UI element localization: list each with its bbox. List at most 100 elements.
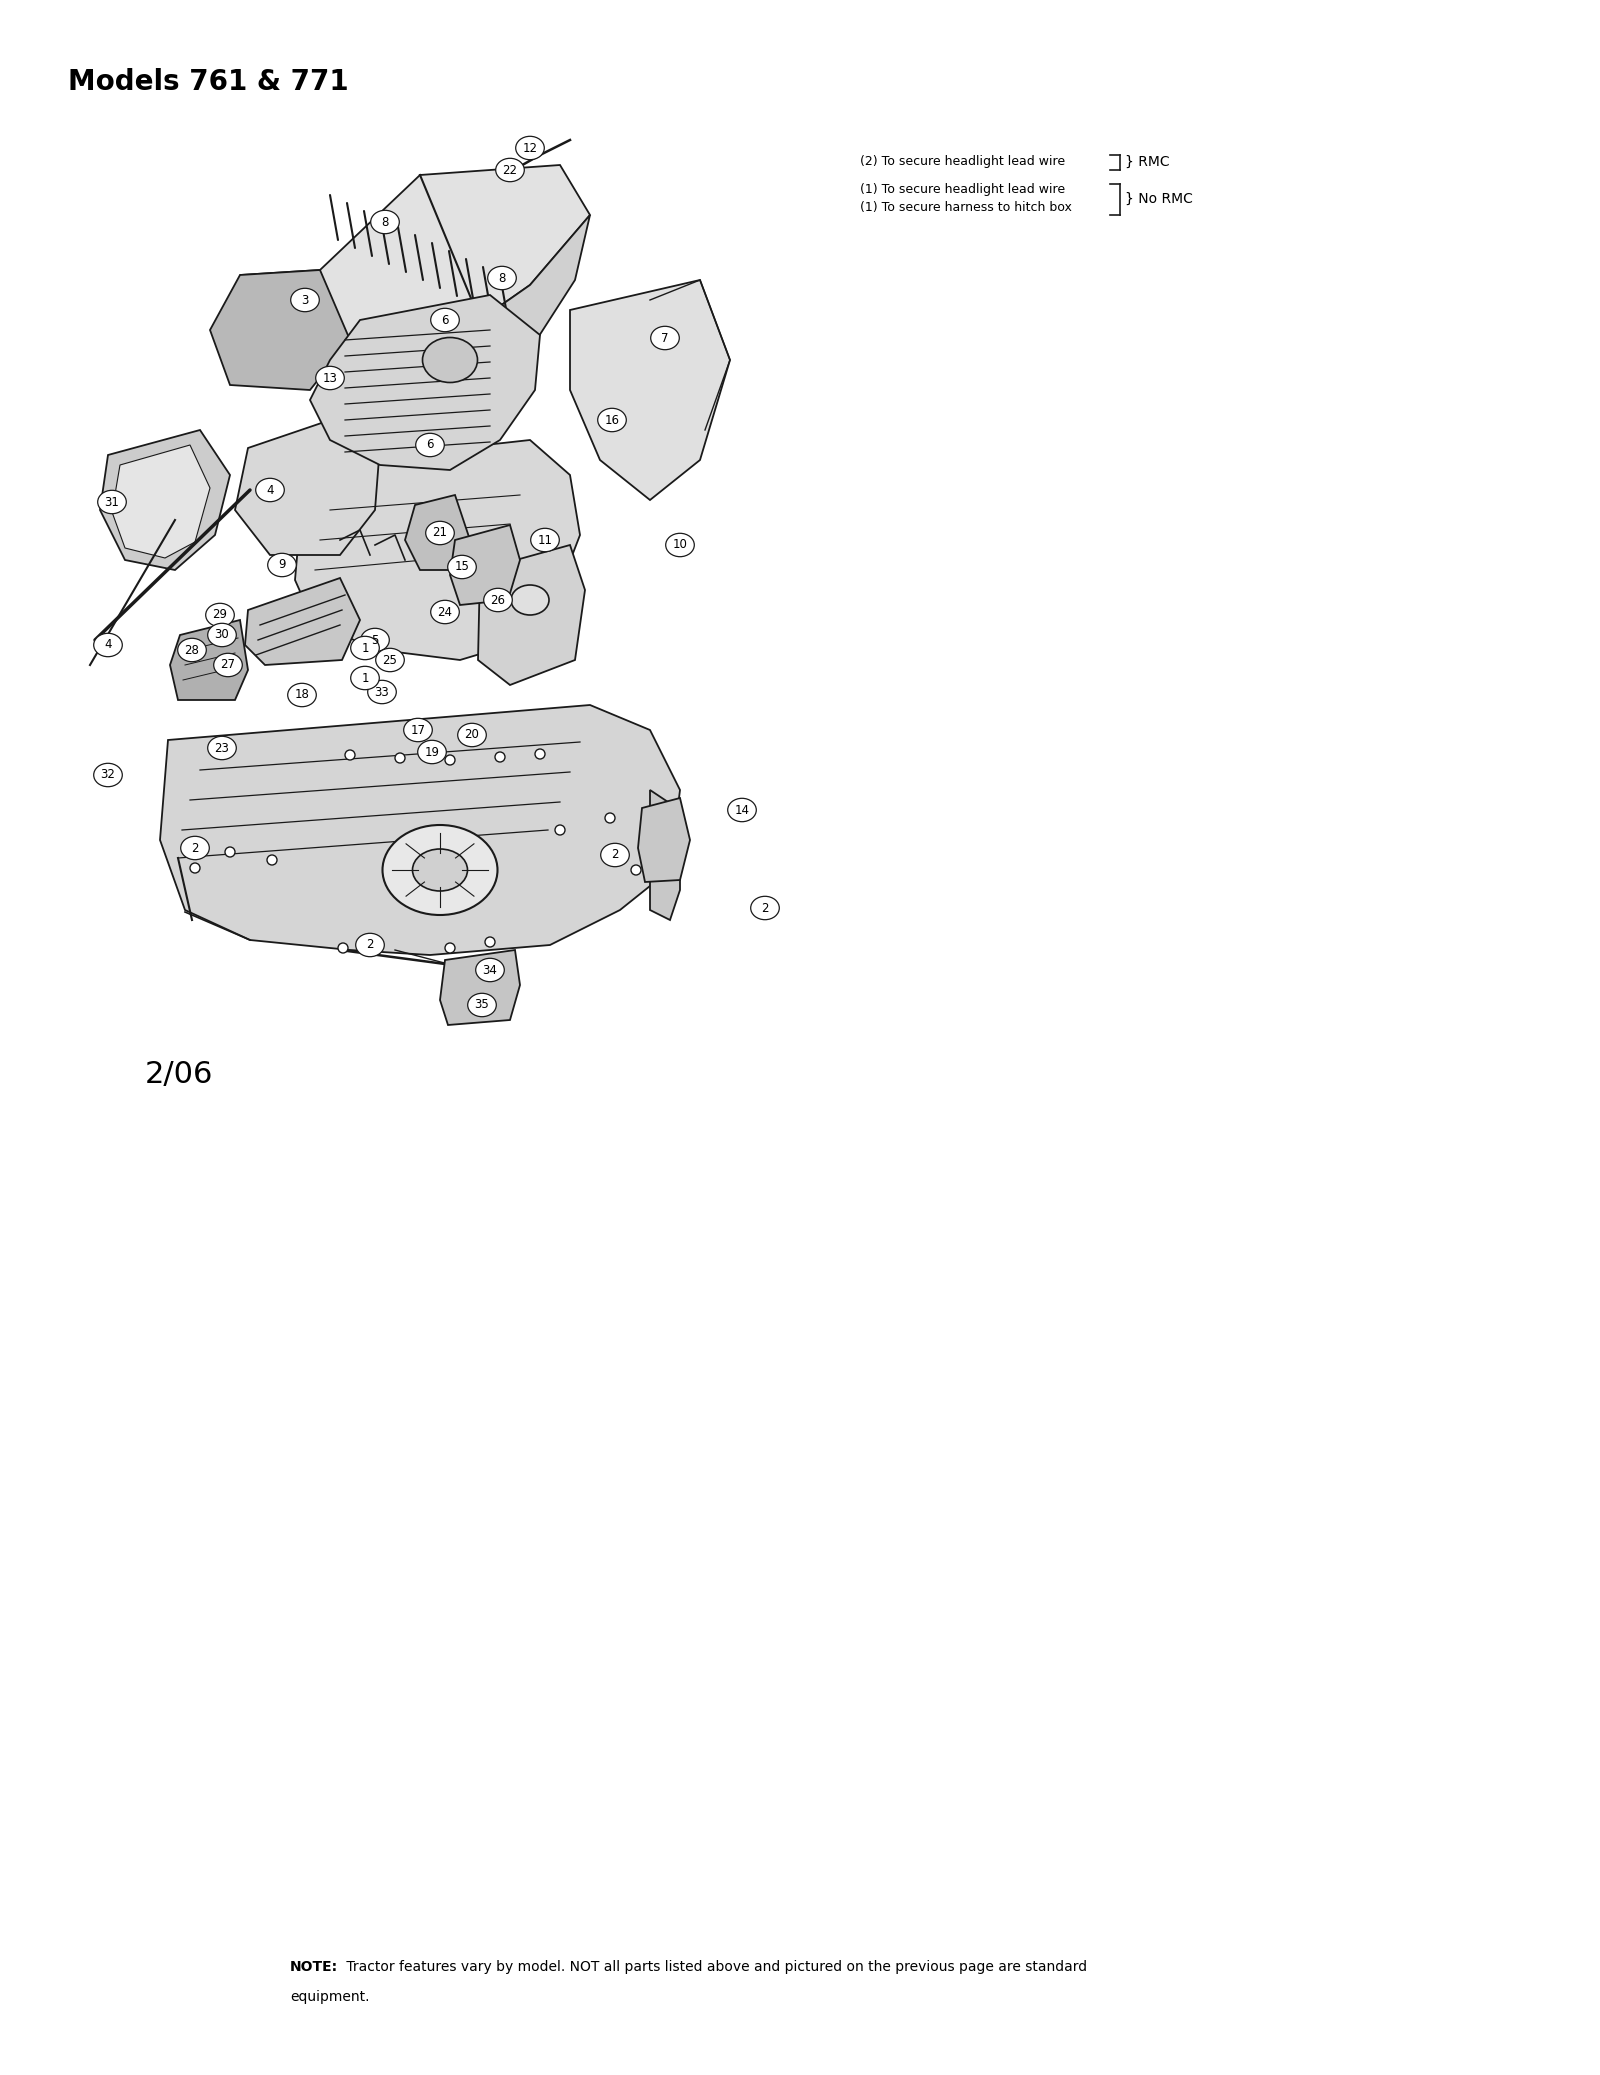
Text: 29: 29 [213,608,227,622]
Ellipse shape [355,934,384,957]
Ellipse shape [206,604,234,627]
Polygon shape [170,620,248,699]
Circle shape [190,863,200,874]
Text: 2: 2 [366,938,374,952]
Ellipse shape [467,994,496,1017]
Ellipse shape [94,764,122,786]
Text: 4: 4 [104,639,112,652]
Ellipse shape [360,629,389,652]
Text: 28: 28 [184,643,200,656]
Text: 6: 6 [426,438,434,452]
Text: 2/06: 2/06 [146,1060,213,1089]
Polygon shape [235,415,381,554]
Ellipse shape [666,533,694,556]
Ellipse shape [382,826,498,915]
Text: 26: 26 [491,593,506,606]
Ellipse shape [750,896,779,919]
Text: 11: 11 [538,533,552,546]
Text: (1) To secure harness to hitch box: (1) To secure harness to hitch box [861,201,1072,214]
Polygon shape [570,280,730,500]
Text: 35: 35 [475,998,490,1011]
Text: } RMC: } RMC [1125,156,1170,168]
Circle shape [346,749,355,759]
Ellipse shape [483,589,512,612]
Circle shape [267,855,277,865]
Ellipse shape [371,210,400,234]
Text: 32: 32 [101,768,115,782]
Polygon shape [210,270,350,390]
Text: 34: 34 [483,963,498,977]
Text: 27: 27 [221,658,235,672]
Ellipse shape [488,266,517,291]
Text: 1: 1 [362,672,368,685]
Ellipse shape [208,622,237,647]
Ellipse shape [430,600,459,625]
Text: 13: 13 [323,371,338,384]
Text: 9: 9 [278,558,286,571]
Ellipse shape [458,724,486,747]
Ellipse shape [181,836,210,859]
Ellipse shape [315,367,344,390]
Text: equipment.: equipment. [290,1990,370,2004]
Ellipse shape [288,683,317,708]
Text: 2: 2 [762,901,768,915]
Text: Models 761 & 771: Models 761 & 771 [67,68,349,95]
Ellipse shape [418,741,446,764]
Polygon shape [638,799,690,882]
Circle shape [226,847,235,857]
Text: 19: 19 [424,745,440,759]
Text: 24: 24 [437,606,453,618]
Polygon shape [310,295,541,471]
Text: (2) To secure headlight lead wire: (2) To secure headlight lead wire [861,156,1066,168]
Circle shape [485,938,494,946]
Ellipse shape [94,633,122,656]
Ellipse shape [413,849,467,890]
Ellipse shape [376,647,405,672]
Text: 8: 8 [381,216,389,228]
Text: 8: 8 [498,272,506,284]
Text: 33: 33 [374,685,389,699]
Text: Tractor features vary by model. NOT all parts listed above and pictured on the p: Tractor features vary by model. NOT all … [342,1961,1086,1973]
Text: 2: 2 [192,842,198,855]
Ellipse shape [515,137,544,160]
Circle shape [395,753,405,764]
Ellipse shape [256,479,285,502]
Ellipse shape [531,529,560,552]
Text: 5: 5 [371,633,379,647]
Ellipse shape [403,718,432,741]
Text: 12: 12 [523,141,538,154]
Ellipse shape [598,409,626,432]
Polygon shape [461,216,590,380]
Circle shape [445,755,454,766]
Polygon shape [650,791,680,919]
Ellipse shape [426,521,454,546]
Ellipse shape [422,338,477,382]
Circle shape [605,813,614,824]
Polygon shape [478,546,586,685]
Text: 15: 15 [454,560,469,573]
Text: 16: 16 [605,413,619,427]
Ellipse shape [208,737,237,759]
Text: NOTE:: NOTE: [290,1961,338,1973]
Ellipse shape [510,585,549,614]
Ellipse shape [214,654,242,676]
Polygon shape [240,166,590,340]
Text: (1) To secure headlight lead wire: (1) To secure headlight lead wire [861,183,1066,197]
Circle shape [555,826,565,834]
Ellipse shape [728,799,757,822]
Circle shape [534,749,546,759]
Text: } No RMC: } No RMC [1125,193,1194,205]
Text: 1: 1 [362,641,368,654]
Ellipse shape [475,959,504,981]
Text: 3: 3 [301,293,309,307]
Text: 20: 20 [464,728,480,741]
Text: 23: 23 [214,741,229,755]
Ellipse shape [496,158,525,183]
Text: 14: 14 [734,803,749,815]
Ellipse shape [350,637,379,660]
Text: 7: 7 [661,332,669,344]
Text: 17: 17 [411,724,426,737]
Text: 25: 25 [382,654,397,666]
Ellipse shape [600,842,629,867]
Ellipse shape [448,556,477,579]
